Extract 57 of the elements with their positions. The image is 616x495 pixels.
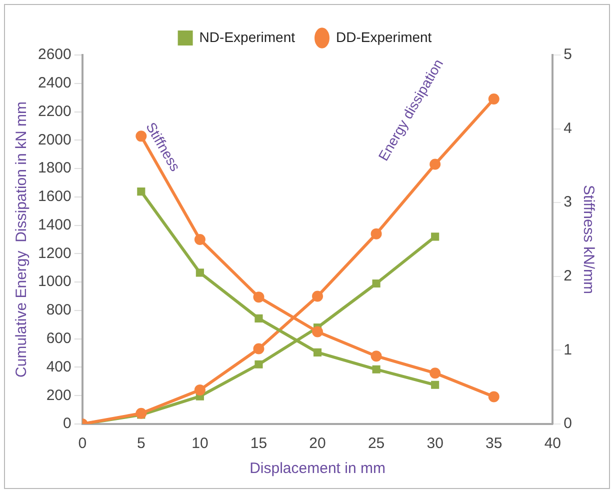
y-tick-label: 2600 [38, 46, 72, 64]
x-axis-title: Displacement in mm [250, 460, 386, 478]
y2-axis-title: Stiffness kN/mm [580, 185, 597, 294]
point [431, 232, 440, 241]
point [431, 380, 440, 389]
point [254, 314, 263, 322]
point [137, 187, 146, 196]
point [430, 368, 441, 379]
point [196, 268, 204, 277]
y2-tick-label: 5 [564, 46, 572, 64]
y-tick-label: 1000 [38, 273, 72, 290]
x-tick-label: 15 [250, 435, 268, 452]
point [253, 292, 264, 303]
y2-tick-label: 0 [564, 415, 572, 432]
y-tick-label: 2000 [38, 131, 72, 148]
y-tick-label: 600 [46, 330, 72, 347]
point [136, 408, 147, 419]
point [488, 391, 500, 402]
y-tick-label: 1600 [38, 188, 72, 206]
point [488, 93, 500, 104]
point [372, 365, 380, 374]
x-tick-label: 0 [78, 435, 87, 452]
point [370, 350, 382, 362]
point [312, 290, 324, 302]
y2-tick-label: 2 [564, 268, 572, 285]
y-axis-title: Cumulative Energy Dissipation in kN mm [13, 102, 30, 378]
y-tick-label: 400 [46, 358, 72, 376]
legend-label: ND-Experiment [199, 28, 296, 45]
y-tick-label: 0 [63, 415, 72, 432]
x-tick-label: 5 [136, 435, 146, 452]
point [136, 130, 147, 142]
x-tick-label: 20 [309, 435, 326, 452]
point [313, 348, 322, 356]
point [370, 228, 382, 240]
point [312, 326, 324, 338]
y-tick-label: 2400 [38, 74, 72, 92]
point [194, 384, 206, 396]
y-tick-label: 1200 [38, 244, 72, 262]
point [253, 343, 264, 354]
y2-tick-label: 1 [564, 341, 572, 358]
y-tick-label: 1400 [38, 216, 72, 234]
point [372, 279, 380, 288]
y2-tick-label: 4 [564, 120, 572, 137]
point [430, 158, 441, 170]
x-tick-label: 30 [426, 435, 444, 452]
y-tick-label: 2200 [38, 102, 72, 120]
point [254, 360, 263, 368]
x-tick-label: 25 [368, 435, 385, 452]
x-tick-label: 10 [192, 435, 208, 452]
y-tick-label: 200 [46, 386, 72, 404]
y-tick-label: 800 [46, 302, 72, 319]
x-tick-label: 35 [486, 435, 502, 452]
point [194, 234, 206, 245]
legend-label: DD-Experiment [336, 28, 432, 45]
y-tick-label: 1800 [38, 160, 72, 177]
x-tick-label: 40 [544, 435, 561, 452]
y2-tick-label: 3 [564, 194, 572, 211]
